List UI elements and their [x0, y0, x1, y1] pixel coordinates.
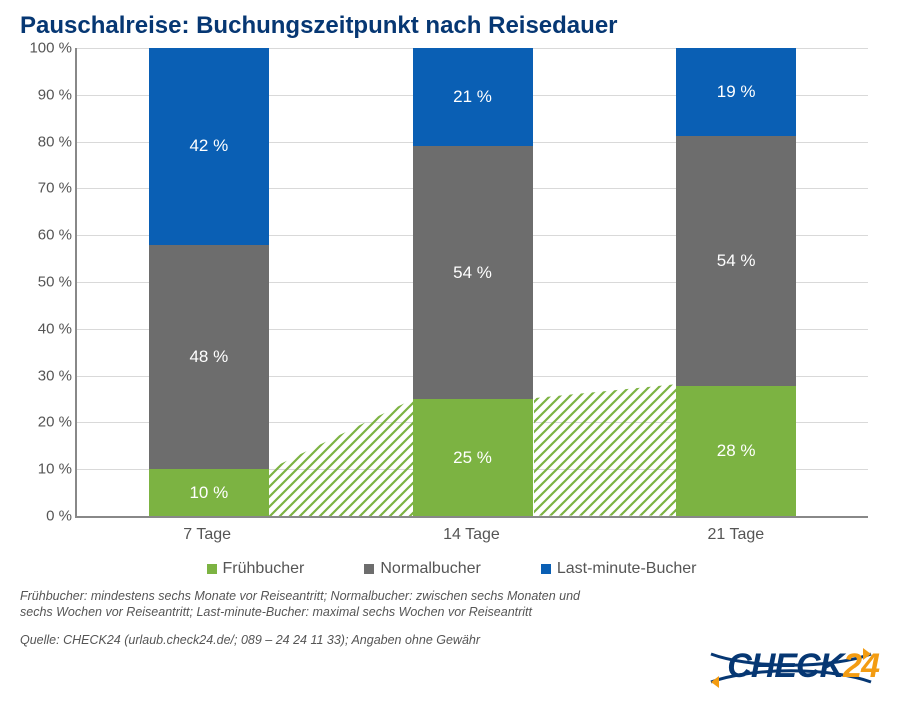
y-axis-label: 40 % — [22, 320, 72, 337]
x-axis-labels: 7 Tage14 Tage21 Tage — [75, 518, 868, 558]
legend-swatch — [207, 564, 217, 574]
y-axis-label: 100 % — [22, 40, 72, 57]
legend-label: Last-minute-Bucher — [557, 560, 697, 578]
plot-region: 10 %48 %42 %25 %54 %21 %28 %54 %19 % 0 %… — [75, 48, 868, 518]
logo-text-2: 24 — [843, 647, 879, 685]
logo: CHECK24 — [727, 647, 879, 686]
bar: 28 %54 %19 % — [676, 48, 796, 516]
x-axis-label: 21 Tage — [604, 518, 868, 558]
x-axis-label: 7 Tage — [75, 518, 339, 558]
bar-segment-fruh: 25 % — [413, 399, 533, 516]
legend-label: Normalbucher — [380, 560, 480, 578]
legend-label: Frühbucher — [223, 560, 305, 578]
bar-segment-last: 21 % — [413, 48, 533, 146]
bar: 10 %48 %42 % — [149, 48, 269, 516]
legend: Frühbucher Normalbucher Last-minute-Bucher — [20, 560, 883, 578]
bar-segment-last: 42 % — [149, 48, 269, 245]
bars-container: 10 %48 %42 %25 %54 %21 %28 %54 %19 % — [77, 48, 868, 516]
bar-segment-normal: 54 % — [413, 146, 533, 399]
x-axis-label: 14 Tage — [339, 518, 603, 558]
bar-segment-normal: 54 % — [676, 136, 796, 386]
y-axis-label: 50 % — [22, 274, 72, 291]
legend-item: Frühbucher — [207, 560, 305, 578]
y-axis-label: 80 % — [22, 133, 72, 150]
bar: 25 %54 %21 % — [413, 48, 533, 516]
legend-item: Last-minute-Bucher — [541, 560, 697, 578]
bar-segment-last: 19 % — [676, 48, 796, 136]
bar-segment-fruh: 10 % — [149, 469, 269, 516]
y-axis-label: 10 % — [22, 461, 72, 478]
legend-swatch — [541, 564, 551, 574]
chart-title: Pauschalreise: Buchungszeitpunkt nach Re… — [20, 12, 883, 40]
chart-area: 10 %48 %42 %25 %54 %21 %28 %54 %19 % 0 %… — [75, 48, 868, 558]
y-axis-label: 30 % — [22, 367, 72, 384]
y-axis-label: 0 % — [22, 508, 72, 525]
bar-segment-fruh: 28 % — [676, 386, 796, 516]
legend-swatch — [364, 564, 374, 574]
bar-segment-normal: 48 % — [149, 245, 269, 470]
y-axis-label: 60 % — [22, 227, 72, 244]
y-axis-label: 90 % — [22, 86, 72, 103]
y-axis-label: 20 % — [22, 414, 72, 431]
legend-item: Normalbucher — [364, 560, 480, 578]
footnote: Frühbucher: mindestens sechs Monate vor … — [20, 588, 580, 621]
logo-text-1: CHECK — [727, 647, 843, 685]
y-axis-label: 70 % — [22, 180, 72, 197]
